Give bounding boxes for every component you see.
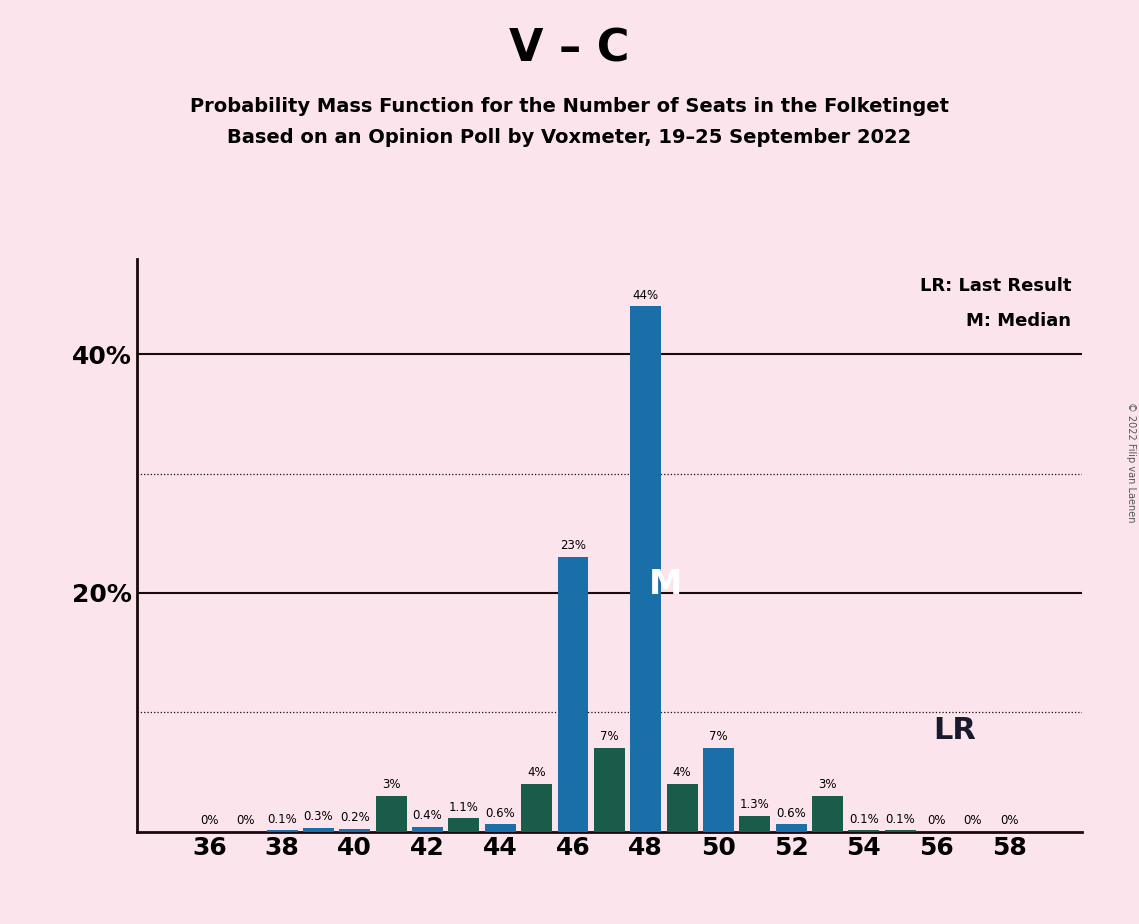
Text: 7%: 7% — [600, 730, 618, 743]
Bar — [412, 827, 443, 832]
Text: 0.6%: 0.6% — [485, 807, 515, 820]
Bar — [849, 831, 879, 832]
Text: 1.3%: 1.3% — [740, 798, 770, 811]
Text: 0.6%: 0.6% — [777, 807, 806, 820]
Bar — [885, 831, 916, 832]
Bar — [630, 307, 661, 832]
Text: 0%: 0% — [964, 814, 982, 827]
Text: 0%: 0% — [1000, 814, 1018, 827]
Text: © 2022 Filip van Laenen: © 2022 Filip van Laenen — [1126, 402, 1136, 522]
Text: 4%: 4% — [673, 766, 691, 779]
Text: 0.1%: 0.1% — [885, 812, 915, 826]
Text: 0.1%: 0.1% — [849, 812, 879, 826]
Text: M: M — [649, 568, 682, 602]
Bar — [449, 819, 480, 832]
Text: LR: Last Result: LR: Last Result — [919, 276, 1071, 295]
Text: 3%: 3% — [382, 778, 401, 791]
Text: 3%: 3% — [818, 778, 837, 791]
Text: 0.1%: 0.1% — [268, 812, 297, 826]
Bar — [522, 784, 552, 832]
Text: LR: LR — [933, 716, 976, 745]
Text: 4%: 4% — [527, 766, 546, 779]
Bar — [339, 829, 370, 832]
Bar — [303, 828, 334, 832]
Text: Based on an Opinion Poll by Voxmeter, 19–25 September 2022: Based on an Opinion Poll by Voxmeter, 19… — [228, 128, 911, 147]
Bar — [376, 796, 407, 832]
Text: 0.2%: 0.2% — [339, 811, 370, 824]
Bar — [812, 796, 843, 832]
Text: Probability Mass Function for the Number of Seats in the Folketinget: Probability Mass Function for the Number… — [190, 97, 949, 116]
Bar — [776, 824, 806, 832]
Text: 0.4%: 0.4% — [412, 809, 442, 822]
Text: 0%: 0% — [200, 814, 219, 827]
Text: 23%: 23% — [560, 540, 585, 553]
Text: V – C: V – C — [509, 28, 630, 71]
Bar — [485, 824, 516, 832]
Bar — [739, 816, 770, 832]
Bar — [558, 557, 589, 832]
Text: 0%: 0% — [237, 814, 255, 827]
Bar — [593, 748, 625, 832]
Text: 44%: 44% — [632, 288, 658, 302]
Bar — [666, 784, 697, 832]
Text: 0.3%: 0.3% — [304, 810, 334, 823]
Bar — [703, 748, 734, 832]
Text: 1.1%: 1.1% — [449, 801, 478, 814]
Text: 0%: 0% — [927, 814, 945, 827]
Text: M: Median: M: Median — [966, 312, 1071, 331]
Text: 7%: 7% — [710, 730, 728, 743]
Bar — [267, 831, 297, 832]
